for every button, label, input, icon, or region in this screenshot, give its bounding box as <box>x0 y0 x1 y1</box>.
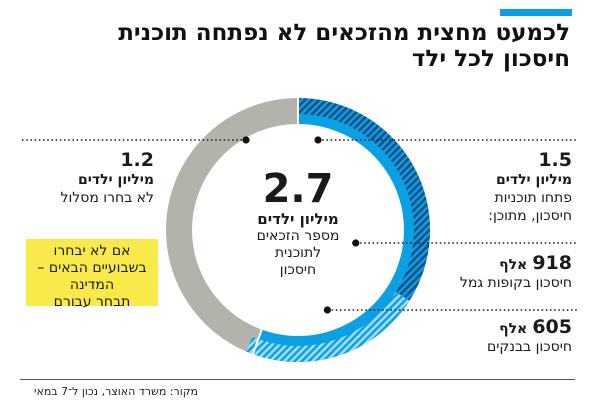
callout-line: המדינה <box>69 277 115 293</box>
source-note: מקור: משרד האוצר, נכון ל־7 במאי <box>34 385 198 398</box>
title-accent-bar <box>500 9 572 16</box>
opened-desc-line: חיסכון, מתוכן: <box>488 208 572 224</box>
band-gemel <box>298 98 430 301</box>
opened-unit: מיליון ילדים <box>495 172 572 188</box>
slice-not-chosen <box>165 98 298 355</box>
banks-desc: חיסכון בבנקים <box>487 339 572 355</box>
center-desc-line: חיסכון <box>279 262 317 278</box>
gemel-desc: חיסכון בקופות גמל <box>459 275 572 291</box>
leader-lines <box>22 136 578 314</box>
leader-gemel-dot <box>352 239 360 247</box>
source-divider <box>20 379 575 380</box>
center-total-unit: מיליון ילדים <box>257 210 339 228</box>
label-gemel: 918 אלף חיסכון בקופות גמל <box>460 252 572 292</box>
label-not-chosen: 1.2 מיליון ילדים לא בחרו מסלול <box>61 149 155 207</box>
slice-opened <box>252 98 430 362</box>
banks-value: 605 <box>532 316 572 338</box>
center-desc-line: מספר הזכאים <box>256 228 340 244</box>
callout-line: אם לא יבחרו <box>53 243 131 259</box>
not-chosen-unit: מיליון ילדים <box>77 172 154 188</box>
not-chosen-value: 1.2 <box>120 149 154 171</box>
opened-desc-line: פתחו תוכניות <box>494 190 572 206</box>
band-banks <box>246 292 410 362</box>
chart-title: לכמעט מחצית מהזכאים לא נפתחה תוכנית חיסכ… <box>50 20 570 72</box>
title-line-2: חיסכון לכל ילד <box>411 46 570 72</box>
title-line-1: לכמעט מחצית מהזכאים לא נפתחה תוכנית <box>118 20 570 46</box>
callout-line: תבחר עבורם <box>53 294 131 310</box>
state-will-choose-callout: אם לא יבחרו בשבועיים הבאים – המדינה תבחר… <box>26 239 158 310</box>
center-total-desc: מספר הזכאים לתוכנית חיסכון <box>222 228 374 279</box>
label-opened: 1.5 מיליון ילדים פתחו תוכניות חיסכון, מת… <box>488 149 572 225</box>
not-chosen-desc: לא בחרו מסלול <box>60 190 155 206</box>
donut-layer <box>165 97 430 362</box>
label-banks: 605 אלף חיסכון בבנקים <box>487 316 572 356</box>
slice-separator <box>251 328 264 356</box>
banks-unit: אלף <box>499 321 528 337</box>
center-total: 2.7 מיליון ילדים מספר הזכאים לתוכנית חיס… <box>222 168 374 279</box>
center-total-value: 2.7 <box>262 166 334 212</box>
gemel-value: 918 <box>532 252 572 274</box>
opened-value: 1.5 <box>538 149 572 171</box>
leader-banks-dot <box>323 306 331 314</box>
center-desc-line: לתוכנית <box>274 245 322 261</box>
gemel-unit: אלף <box>499 257 528 273</box>
leader-not-chosen-dot <box>242 136 250 144</box>
leader-opened-dot <box>314 136 322 144</box>
callout-line: בשבועיים הבאים – <box>37 260 147 276</box>
